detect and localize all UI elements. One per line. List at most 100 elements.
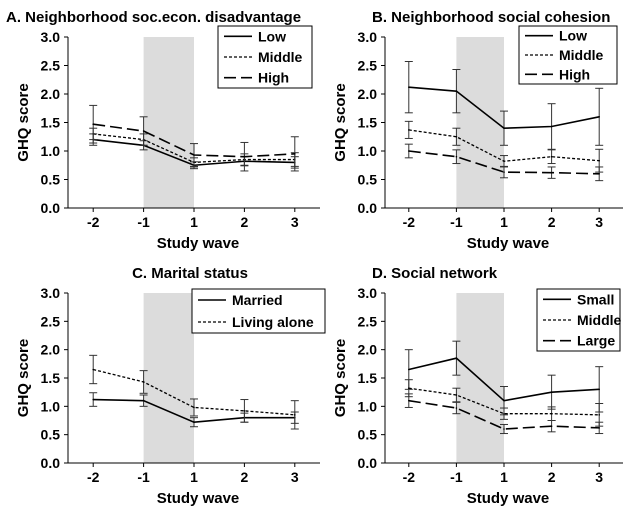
y-tick-label: 2.5 xyxy=(358,313,378,329)
chart-panel-1: 0.0 0.5 1.0 1.5 2.0 2.5 3.0 -2 -1 1 2 3 Study wave GH… xyxy=(332,9,623,252)
data-point xyxy=(408,129,410,131)
series-line xyxy=(408,387,600,416)
x-tick-label: -2 xyxy=(403,214,416,230)
legend-label: Small xyxy=(577,291,614,307)
data-point xyxy=(92,398,94,401)
data-point xyxy=(598,414,600,416)
y-tick-label: 1.5 xyxy=(358,115,378,131)
data-point xyxy=(455,407,458,409)
x-tick-label: 3 xyxy=(595,469,603,485)
y-tick-label: 1.0 xyxy=(41,143,61,159)
x-axis-label: Study wave xyxy=(467,235,550,252)
x-axis-label: Study wave xyxy=(157,490,240,507)
x-tick-label: 2 xyxy=(241,469,249,485)
data-point xyxy=(598,388,600,391)
x-tick-label: -1 xyxy=(137,469,150,485)
x-tick-label: 1 xyxy=(500,469,508,485)
legend-label: Middle xyxy=(559,47,604,63)
y-axis-label: GHQ score xyxy=(15,83,32,161)
series-2 xyxy=(404,143,604,182)
data-point xyxy=(550,412,553,415)
data-point xyxy=(408,368,410,371)
x-tick-label: 1 xyxy=(500,214,508,230)
x-tick-label: -2 xyxy=(87,469,100,485)
data-point xyxy=(455,90,458,92)
chart-title: B. Neighborhood social cohesion xyxy=(372,9,610,26)
data-point xyxy=(550,125,553,128)
data-point xyxy=(142,130,145,132)
chart-panel-0: 0.0 0.5 1.0 1.5 2.0 2.5 3.0 -2 -1 1 2 3 Study wave GH… xyxy=(6,9,320,252)
chart-title: D. Social network xyxy=(372,265,498,282)
series-1 xyxy=(89,354,299,430)
y-tick-label: 1.5 xyxy=(41,115,61,131)
y-tick-label: 2.0 xyxy=(41,86,61,102)
x-tick-label: 1 xyxy=(190,214,198,230)
data-point xyxy=(503,127,505,129)
data-point xyxy=(408,387,410,390)
data-point xyxy=(92,368,94,371)
legend-label: Low xyxy=(258,28,286,44)
y-tick-label: 2.0 xyxy=(358,342,378,358)
x-tick-label: 2 xyxy=(548,214,556,230)
data-point xyxy=(294,414,296,416)
x-tick-label: 3 xyxy=(291,469,299,485)
chart-title: A. Neighborhood soc.econ. disadvantage xyxy=(6,9,301,26)
data-point xyxy=(503,428,505,430)
y-tick-label: 2.5 xyxy=(41,313,61,329)
data-point xyxy=(243,410,246,412)
data-point xyxy=(550,171,553,174)
y-tick-label: 1.0 xyxy=(358,143,378,159)
y-axis-label: GHQ score xyxy=(332,83,349,161)
x-axis-label: Study wave xyxy=(467,490,550,507)
data-point xyxy=(193,406,195,409)
data-point xyxy=(92,123,94,126)
y-axis-label: GHQ score xyxy=(15,339,32,417)
y-tick-label: 1.0 xyxy=(41,398,61,414)
data-point xyxy=(408,150,410,152)
x-tick-label: 3 xyxy=(291,214,299,230)
y-tick-label: 0.0 xyxy=(41,455,61,471)
data-point xyxy=(142,399,145,402)
data-point xyxy=(598,159,600,162)
legend-label: High xyxy=(559,66,590,82)
data-point xyxy=(598,116,600,118)
legend: Small Middle Large xyxy=(536,288,622,352)
data-point xyxy=(408,399,410,402)
chart-panel-2: 0.0 0.5 1.0 1.5 2.0 2.5 3.0 -2 -1 1 2 3 Study wave GH… xyxy=(15,265,326,507)
x-tick-label: 2 xyxy=(241,214,249,230)
x-tick-label: -1 xyxy=(450,214,463,230)
data-point xyxy=(294,153,296,155)
y-tick-label: 2.0 xyxy=(358,86,378,102)
legend-label: Middle xyxy=(258,49,303,65)
series-line xyxy=(93,368,295,416)
legend-label: Middle xyxy=(577,312,622,328)
y-tick-label: 0.5 xyxy=(41,427,61,443)
data-point xyxy=(598,173,600,175)
legend-box xyxy=(191,288,326,334)
data-point xyxy=(503,412,505,415)
y-tick-label: 2.5 xyxy=(358,58,378,74)
y-axis-label: GHQ score xyxy=(332,339,349,417)
data-point xyxy=(408,86,410,88)
y-tick-label: 2.5 xyxy=(41,58,61,74)
data-point xyxy=(455,357,458,359)
y-tick-label: 1.5 xyxy=(41,370,61,386)
y-tick-label: 2.0 xyxy=(41,342,61,358)
series-2 xyxy=(404,393,604,435)
shaded-band xyxy=(143,293,194,463)
x-tick-label: 1 xyxy=(190,469,198,485)
data-point xyxy=(142,381,145,383)
legend: Married Living alone xyxy=(191,288,326,334)
data-point xyxy=(598,427,600,429)
y-tick-label: 0.5 xyxy=(358,172,378,188)
series-2 xyxy=(89,104,299,172)
y-tick-label: 0.0 xyxy=(358,455,378,471)
x-axis-label: Study wave xyxy=(157,235,240,252)
legend: Low Middle High xyxy=(518,25,618,85)
data-point xyxy=(455,394,458,396)
series-line xyxy=(408,150,600,175)
y-tick-label: 0.0 xyxy=(41,200,61,216)
chart-title: C. Marital status xyxy=(132,265,248,282)
x-tick-label: -1 xyxy=(450,469,463,485)
x-tick-label: -2 xyxy=(403,469,416,485)
